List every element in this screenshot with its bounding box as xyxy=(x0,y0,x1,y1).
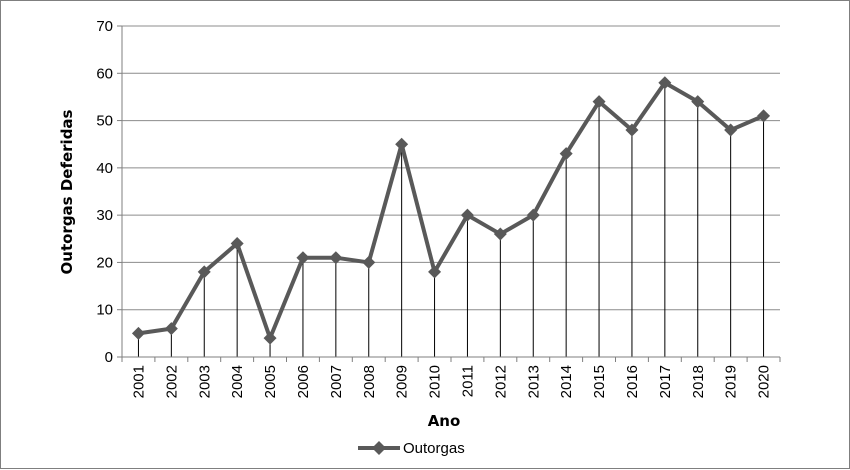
data-point xyxy=(724,123,738,137)
y-tick-label: 30 xyxy=(96,207,113,224)
y-tick-labels: 0 10 20 30 40 50 60 70 xyxy=(96,18,113,366)
x-tick-label: 2007 xyxy=(328,365,345,398)
data-point xyxy=(592,95,606,109)
y-tick-label: 0 xyxy=(105,349,113,366)
data-point xyxy=(691,95,705,109)
series-layer xyxy=(131,76,771,345)
data-point xyxy=(329,251,343,265)
x-tick-label: 2003 xyxy=(196,365,213,398)
x-tick-label: 2002 xyxy=(163,365,180,398)
x-tick-label: 2015 xyxy=(591,365,608,398)
y-tick-label: 10 xyxy=(96,302,113,319)
data-point xyxy=(296,251,310,265)
series-line xyxy=(138,80,765,341)
x-tick-label: 2001 xyxy=(130,365,147,398)
x-tick-label: 2017 xyxy=(657,365,674,398)
data-point xyxy=(460,208,474,222)
x-tick-label: 2006 xyxy=(295,365,312,398)
y-tick-label: 50 xyxy=(96,113,113,130)
y-tick-label: 70 xyxy=(96,18,113,35)
x-tick-label: 2005 xyxy=(262,365,279,398)
data-point xyxy=(493,227,507,241)
x-axis-title: Ano xyxy=(428,412,461,430)
data-point xyxy=(395,137,409,151)
axes xyxy=(117,25,781,362)
x-tick-label: 2004 xyxy=(229,365,246,398)
x-tick-label: 2012 xyxy=(492,365,509,398)
x-tick-label: 2014 xyxy=(558,365,575,398)
x-tick-label: 2010 xyxy=(427,365,444,398)
data-point xyxy=(658,76,672,90)
legend: Outorgas xyxy=(358,440,465,457)
x-tick-label: 2016 xyxy=(624,365,641,398)
x-tick-label: 2013 xyxy=(525,365,542,398)
data-point xyxy=(230,237,244,251)
gridlines xyxy=(122,25,780,311)
data-point xyxy=(559,147,573,161)
x-tick-label: 2019 xyxy=(723,365,740,398)
legend-label: Outorgas xyxy=(403,440,465,457)
x-tick-label: 2009 xyxy=(394,365,411,398)
y-tick-label: 60 xyxy=(96,65,113,82)
data-point xyxy=(197,265,211,279)
data-point xyxy=(625,123,639,137)
x-tick-label: 2020 xyxy=(756,365,773,398)
data-point xyxy=(131,326,145,340)
x-tick-label: 2018 xyxy=(690,365,707,398)
data-point xyxy=(428,265,442,279)
x-tick-label: 2008 xyxy=(361,365,378,398)
y-tick-label: 40 xyxy=(96,160,113,177)
legend-marker-diamond-icon xyxy=(372,441,386,455)
data-point xyxy=(164,322,178,336)
data-point xyxy=(757,109,771,123)
x-tick-labels: 2001 2002 2003 2004 2005 2006 2007 2008 2009 2010… xyxy=(130,365,772,398)
data-point xyxy=(526,208,540,222)
y-axis-title: Outorgas Deferidas xyxy=(58,109,76,274)
data-point xyxy=(362,255,376,269)
y-tick-label: 20 xyxy=(96,254,113,271)
data-point xyxy=(263,331,277,345)
x-tick-label: 2011 xyxy=(459,365,476,397)
